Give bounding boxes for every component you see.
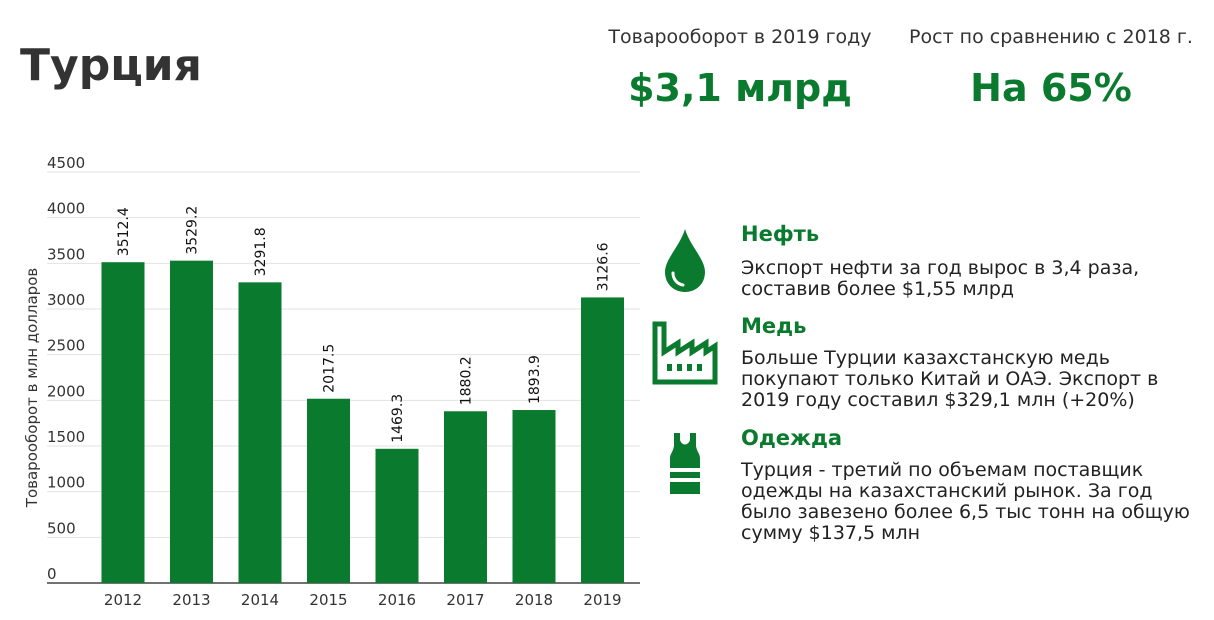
y-tick-label: 0 — [47, 565, 57, 583]
stat-growth: Рост по сравнению с 2018 г. На 65% — [908, 26, 1194, 110]
x-tick-label: 2012 — [104, 591, 142, 609]
data-label-2016: 1469.3 — [390, 394, 406, 443]
item-title: Медь — [741, 314, 807, 338]
data-label-2017: 1880.2 — [459, 356, 475, 405]
stat-value: На 65% — [970, 66, 1132, 110]
item-text: Больше Турции казахстанскую медь покупаю… — [741, 347, 1159, 411]
x-tick-label: 2019 — [583, 591, 621, 609]
bar-2013 — [170, 260, 213, 583]
chart-x-ticks: 2012 2013 2014 2015 2016 2017 2018 2019 — [104, 591, 622, 609]
data-label-2015: 2017.5 — [322, 344, 338, 393]
y-axis-label: Товарооборот в млн долларов — [23, 268, 41, 508]
y-tick-label: 2500 — [47, 337, 85, 355]
bar-2017 — [444, 411, 487, 583]
x-tick-label: 2017 — [446, 591, 484, 609]
garment-icon — [650, 430, 720, 504]
info-item-oil: Нефть Экспорт нефти за год вырос в 3,4 р… — [650, 222, 1210, 302]
info-item-clothing: Одежда Турция - третий по объемам постав… — [650, 426, 1210, 546]
chart-bars — [101, 260, 624, 583]
x-tick-label: 2016 — [378, 591, 416, 609]
data-label-2018: 1893.9 — [527, 355, 543, 404]
item-title: Нефть — [741, 222, 820, 246]
page-title: Турция — [20, 40, 202, 91]
bar-2018 — [512, 410, 556, 583]
x-tick-label: 2015 — [309, 591, 347, 609]
y-tick-label: 4500 — [47, 154, 85, 172]
y-tick-label: 1000 — [47, 474, 85, 492]
trade-bar-chart: 3512.4 3529.2 3291.8 2017.5 1469.3 1880.2 1893… — [23, 154, 640, 609]
item-text: Экспорт нефти за год вырос в 3,4 раза, с… — [741, 257, 1140, 300]
y-tick-label: 4000 — [47, 200, 85, 218]
bar-2012 — [101, 262, 145, 583]
bar-2015 — [307, 398, 350, 583]
chart-data-labels: 3512.4 3529.2 3291.8 2017.5 1469.3 1880.2 1893… — [116, 206, 612, 443]
item-text: Турция - третий по объемам поставщик оде… — [741, 459, 1190, 544]
y-tick-label: 500 — [47, 519, 76, 537]
item-title: Одежда — [741, 426, 843, 450]
data-label-2019: 3126.6 — [596, 242, 612, 291]
x-tick-label: 2014 — [241, 591, 279, 609]
stat-trade-turnover: Товарооборот в 2019 году $3,1 млрд — [606, 26, 874, 110]
x-tick-label: 2013 — [172, 591, 210, 609]
y-tick-label: 1500 — [47, 428, 85, 446]
chart-y-ticks: 0 500 1000 1500 2000 2500 3000 3500 4000 4500 — [47, 154, 85, 583]
bar-2019 — [581, 297, 624, 583]
oil-drop-icon — [650, 226, 720, 300]
y-tick-label: 2000 — [47, 382, 85, 400]
info-item-copper: Медь Больше Турции казахстанскую медь по… — [650, 314, 1210, 414]
factory-icon — [650, 318, 720, 392]
stat-label: Товарооборот в 2019 году — [608, 26, 872, 48]
stat-value: $3,1 млрд — [628, 66, 852, 110]
data-label-2013: 3529.2 — [185, 206, 201, 255]
data-label-2012: 3512.4 — [116, 207, 132, 256]
y-tick-label: 3000 — [47, 291, 85, 309]
data-label-2014: 3291.8 — [253, 227, 269, 276]
y-tick-label: 3500 — [47, 245, 85, 263]
bar-2016 — [375, 448, 419, 583]
x-tick-label: 2018 — [515, 591, 553, 609]
stat-label: Рост по сравнению с 2018 г. — [909, 26, 1193, 48]
bar-2014 — [238, 282, 282, 583]
